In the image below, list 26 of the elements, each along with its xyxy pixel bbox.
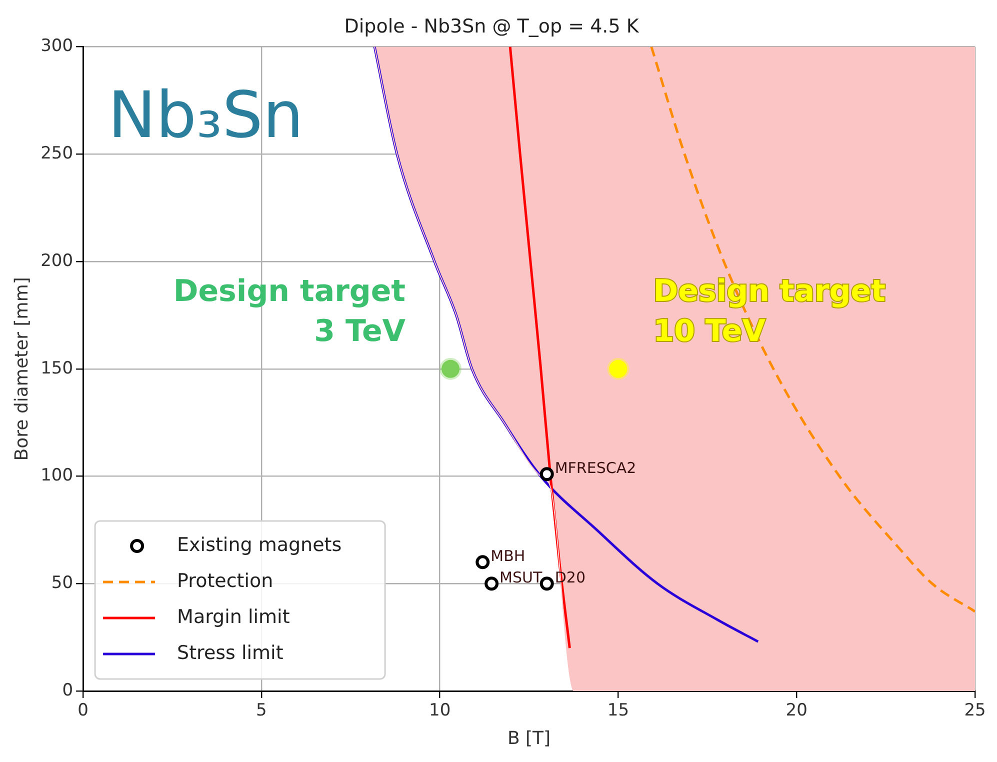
x-tick-label: 5 (256, 700, 267, 721)
x-tick-label: 0 (78, 700, 88, 721)
x-tick-label: 10 (429, 700, 451, 721)
y-tick-label: 250 (40, 144, 74, 164)
y-tick-label: 50 (51, 573, 74, 594)
annotation: Design target 10 TeV (653, 274, 886, 349)
chart-title: Dipole - Nb3Sn @ T_op = 4.5 K (344, 15, 640, 38)
y-tick-label: 200 (40, 250, 74, 271)
x-axis-title: B [T] (507, 728, 551, 749)
annotation: Design target 3 TeV (173, 274, 406, 349)
x-tick-label: 15 (607, 700, 630, 721)
annotation: MFRESCA2 (554, 459, 636, 478)
y-tick-label: 100 (40, 466, 74, 486)
y-tick-label: 150 (40, 358, 74, 378)
legend-label: Margin limit (177, 606, 290, 628)
annotation: MBH (490, 547, 526, 566)
legend-label: Existing magnets (177, 534, 342, 556)
legend-label: Stress limit (177, 642, 284, 664)
y-axis-title: Bore diameter [mm] (11, 277, 32, 461)
y-tick-label: 300 (40, 36, 74, 56)
annotation: Nb₃Sn (108, 78, 304, 153)
x-tick-label: 25 (964, 700, 986, 721)
annotation: MSUT (500, 568, 544, 587)
y-tick-label: 0 (62, 680, 74, 700)
legend-label: Protection (177, 570, 274, 592)
x-tick-label: 20 (786, 700, 808, 721)
